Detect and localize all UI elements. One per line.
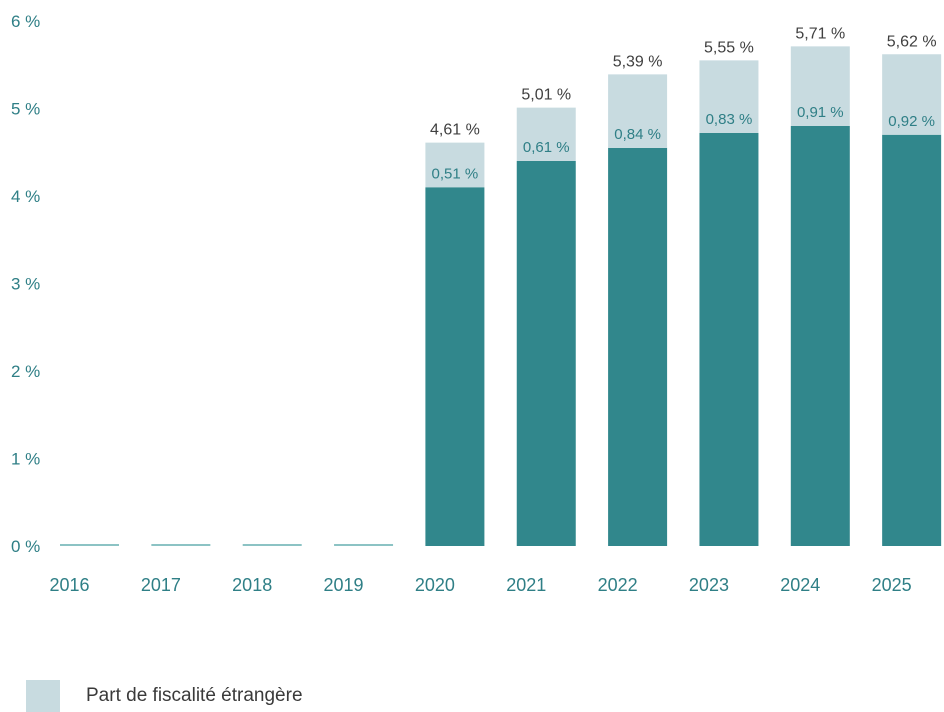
legend-swatch (26, 680, 60, 712)
data-label-total: 5,01 % (521, 87, 571, 104)
y-tick-label: 5 % (11, 100, 40, 119)
x-tick-label: 2024 (780, 575, 820, 595)
x-tick-label: 2017 (141, 575, 181, 595)
data-label-total: 4,61 % (430, 122, 480, 139)
x-tick-label: 2016 (49, 575, 89, 595)
data-label-total: 5,71 % (795, 25, 845, 42)
x-tick-label: 2023 (689, 575, 729, 595)
bar-base (334, 544, 394, 546)
data-label-foreign-share: 0,91 % (797, 104, 844, 121)
bar-base (882, 134, 942, 546)
bar-base (699, 133, 759, 546)
y-tick-label: 2 % (11, 362, 40, 381)
data-label-total: 5,55 % (704, 39, 754, 56)
bar-foreign-share (882, 54, 942, 135)
x-tick-label: 2019 (324, 575, 364, 595)
y-tick-label: 3 % (11, 275, 40, 294)
data-label-foreign-share: 0,83 % (706, 111, 753, 128)
x-tick-label: 2018 (232, 575, 272, 595)
data-label-total: 5,62 % (887, 33, 937, 50)
bar-base (790, 126, 850, 546)
bar-foreign-share (790, 46, 850, 126)
bar-foreign-share (608, 74, 668, 148)
bar-base (425, 187, 485, 546)
legend-label: Part de fiscalité étrangère (86, 685, 303, 706)
bar-base (151, 544, 211, 546)
bar-foreign-share (516, 107, 576, 161)
y-tick-label: 1 % (11, 450, 40, 469)
x-tick-label: 2021 (506, 575, 546, 595)
data-label-foreign-share: 0,51 % (432, 165, 479, 182)
y-tick-label: 0 % (11, 537, 40, 556)
bar-foreign-share (699, 60, 759, 133)
y-tick-label: 4 % (11, 187, 40, 206)
bar-base (516, 161, 576, 546)
x-tick-label: 2025 (872, 575, 912, 595)
bar-base (242, 544, 302, 546)
y-tick-label: 6 % (11, 12, 40, 31)
bar-foreign-share (425, 142, 485, 188)
data-label-foreign-share: 0,92 % (888, 113, 935, 130)
x-tick-label: 2022 (598, 575, 638, 595)
legend: Part de fiscalité étrangère (26, 680, 303, 712)
data-label-foreign-share: 0,84 % (614, 126, 661, 143)
data-label-foreign-share: 0,61 % (523, 139, 570, 156)
bar-base (60, 544, 119, 546)
bar-base (608, 147, 668, 546)
data-label-total: 5,39 % (613, 53, 663, 70)
x-tick-label: 2020 (415, 575, 455, 595)
